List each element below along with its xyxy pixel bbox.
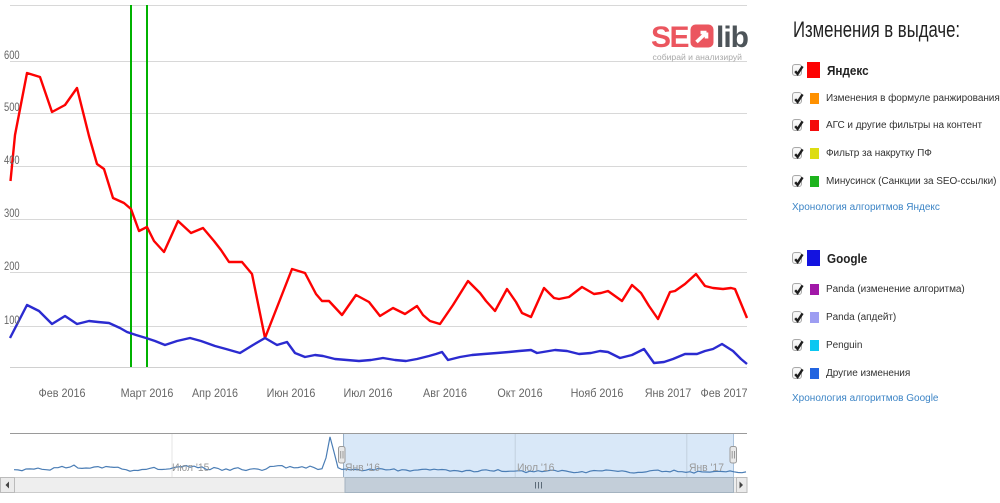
svg-text:собирай и анализируй: собирай и анализируй: [653, 52, 743, 62]
svg-text:lib: lib: [716, 21, 749, 54]
svg-text:SE: SE: [651, 21, 689, 54]
